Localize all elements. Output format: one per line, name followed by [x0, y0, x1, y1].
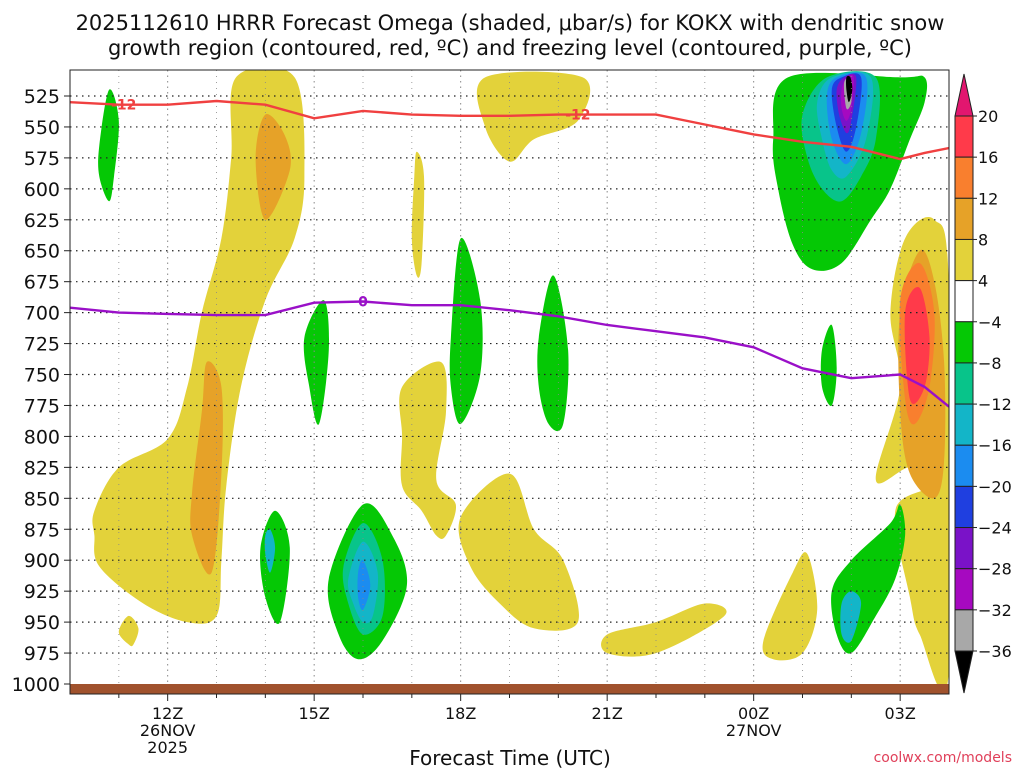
y-tick-label-900: 900	[24, 550, 60, 572]
y-tick-label-525: 525	[24, 86, 60, 108]
chart-title-line1: 2025112610 HRRR Forecast Omega (shaded, …	[76, 11, 945, 35]
freezing-contour-line	[70, 300, 949, 408]
colorbar-label-1: 16	[978, 148, 998, 167]
omega-region-pos4-14	[943, 444, 949, 678]
y-tick-label-600: 600	[24, 179, 60, 201]
omega-region-neg4-15	[98, 89, 119, 202]
colorbar-segment-6	[954, 362, 974, 405]
omega-region-neg4-34	[820, 324, 837, 406]
colorbar-label-10: −24	[978, 519, 1012, 538]
y-tick-label-625: 625	[24, 210, 60, 232]
dendritic-contour-label-0: -12	[111, 98, 136, 114]
omega-region-pos4-5	[411, 151, 425, 278]
colorbar-segment-9	[954, 485, 974, 529]
y-tick-label-675: 675	[24, 272, 60, 294]
colorbar-segment-4	[954, 280, 974, 323]
colorbar-label-12: −32	[978, 601, 1012, 620]
chart-title-line2: growth region (contoured, red, ºC) and f…	[108, 36, 912, 60]
omega-region-pos4-0	[118, 615, 139, 647]
plot-area: -12 -12 0	[69, 69, 950, 695]
colorbar-segment-7	[954, 403, 974, 446]
colorbar-label-6: −8	[978, 354, 1002, 373]
y-tick-label-825: 825	[24, 457, 60, 479]
omega-region-pos8-3	[255, 114, 291, 220]
y-tick-label-700: 700	[24, 303, 60, 325]
colorbar-segment-11	[954, 568, 974, 611]
x-tick-label-00Z: 00Z	[738, 704, 769, 723]
colorbar-label-3: 8	[978, 230, 988, 249]
colorbar-label-11: −28	[978, 560, 1012, 579]
x-tick-label-03Z: 03Z	[885, 704, 916, 723]
x-axis-label: Forecast Time (UTC)	[409, 746, 611, 768]
y-tick-label-950: 950	[24, 612, 60, 634]
x-tick-label-21Z: 21Z	[592, 704, 623, 723]
watermark-text: coolwx.com/models	[874, 750, 1012, 766]
x-tick-date-12Z: 26NOV	[140, 721, 196, 740]
x-tick-label-12Z: 12Z	[152, 704, 183, 723]
y-tick-label-650: 650	[24, 241, 60, 263]
colorbar: 20 16 12 8 4 −4 −8 −12 −16 −20 −24 −28 −32 −36	[954, 73, 1012, 694]
colorbar-segment-3	[954, 238, 974, 282]
omega-region-pos4-7	[458, 473, 579, 631]
y-tick-label-1000: 1000	[12, 674, 60, 696]
omega-region-neg12-36	[840, 591, 862, 643]
omega-region-pos4-6	[476, 71, 591, 162]
colorbar-segment-1	[954, 156, 974, 199]
colorbar-label-13: −36	[978, 642, 1012, 661]
omega-region-pos8-2	[190, 361, 223, 575]
colorbar-segment-12	[954, 609, 974, 652]
omega-region-pos4-1	[92, 70, 305, 624]
omega-region-pos4-9	[762, 552, 818, 661]
y-tick-label-750: 750	[24, 365, 60, 387]
x-tick-date-00Z: 27NOV	[726, 721, 782, 740]
y-tick-label-850: 850	[24, 488, 60, 510]
x-tick-label-18Z: 18Z	[445, 704, 476, 723]
colorbar-label-2: 12	[978, 189, 998, 208]
omega-region-neg12-18	[264, 528, 276, 573]
y-tick-label-975: 975	[24, 643, 60, 665]
y-tick-label-925: 925	[24, 581, 60, 603]
colorbar-segment-8	[954, 444, 974, 487]
x-tick-year-12Z: 2025	[147, 738, 188, 757]
colorbar-label-4: 4	[978, 272, 988, 291]
colorbar-label-5: −4	[978, 313, 1002, 332]
y-tick-label-875: 875	[24, 519, 60, 541]
colorbar-label-8: −16	[978, 436, 1012, 455]
y-tick-label-550: 550	[24, 117, 60, 139]
omega-region-neg16-22	[357, 559, 371, 611]
omega-region-neg4-16	[303, 300, 329, 425]
colorbar-label-0: 20	[978, 107, 998, 126]
freezing-contour-label-0: 0	[358, 294, 368, 310]
colorbar-segment-5	[954, 321, 974, 364]
x-tick-label-15Z: 15Z	[299, 704, 330, 723]
colorbar-bottom-arrow	[954, 650, 974, 694]
omega-region-neg4-23	[449, 237, 483, 425]
y-tick-label-725: 725	[24, 334, 60, 356]
contour-lines: -12 -12 0	[70, 98, 949, 408]
colorbar-segment-2	[954, 197, 974, 240]
terrain-ground	[70, 684, 949, 694]
colorbar-label-9: −20	[978, 477, 1012, 496]
dendritic-contour-label-1: -12	[565, 108, 590, 124]
gridlines	[70, 70, 949, 684]
y-axis: 525 550 575 600 625 650 675 700 725 750 775 800 825 8…	[12, 86, 70, 696]
y-tick-label-775: 775	[24, 395, 60, 417]
dendritic-contour-line	[70, 99, 949, 161]
y-tick-label-800: 800	[24, 426, 60, 448]
colorbar-segment-10	[954, 527, 974, 570]
y-tick-label-575: 575	[24, 148, 60, 170]
colorbar-segment-0	[954, 115, 974, 158]
omega-region-pos4-8	[601, 603, 727, 657]
colorbar-label-7: −12	[978, 395, 1012, 414]
